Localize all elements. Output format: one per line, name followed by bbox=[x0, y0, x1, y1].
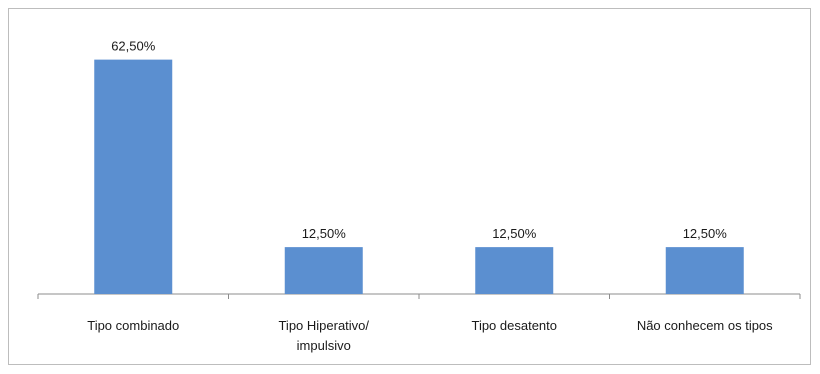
bar bbox=[475, 247, 554, 294]
bar bbox=[94, 59, 173, 294]
category-label: Tipo combinado bbox=[87, 318, 179, 333]
data-label: 12,50% bbox=[683, 226, 728, 241]
bar bbox=[665, 247, 744, 294]
bar bbox=[284, 247, 363, 294]
data-label: 12,50% bbox=[492, 226, 537, 241]
category-label: Tipo desatento bbox=[471, 318, 557, 333]
category-label: Não conhecem os tipos bbox=[637, 318, 773, 333]
category-label: impulsivo bbox=[297, 338, 351, 353]
category-label: Tipo Hiperativo/ bbox=[278, 318, 369, 333]
data-label: 12,50% bbox=[302, 226, 347, 241]
data-label: 62,50% bbox=[111, 39, 156, 54]
